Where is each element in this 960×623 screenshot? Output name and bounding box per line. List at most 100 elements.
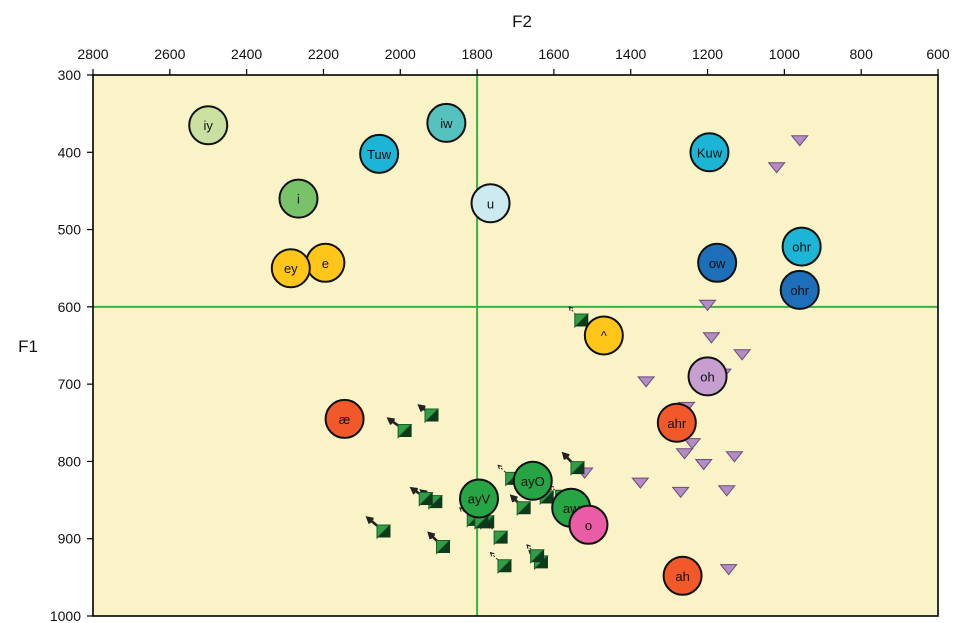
token-marker-green-shadow: [429, 495, 443, 509]
vowel-mean: ayV: [459, 478, 500, 519]
token-marker-green-shadow: [517, 501, 531, 515]
x-tick-label: 2000: [385, 46, 416, 62]
vowel-circle: [278, 178, 319, 219]
x-tick-label: 2800: [77, 46, 108, 62]
token-marker-purple: [631, 477, 650, 489]
token-marker-purple: [675, 448, 694, 460]
vowel-mean: iy: [188, 105, 229, 146]
token-marker-purple: [683, 438, 702, 450]
vowel-circle: [656, 402, 697, 443]
vowel-mean: ohr: [781, 226, 822, 267]
vowel-mean: oh: [687, 356, 728, 397]
vowel-mean: æ: [324, 398, 365, 439]
token-marker-purple: [698, 299, 717, 312]
x-tick-label: 2400: [231, 46, 262, 62]
vowel-label: ^: [601, 328, 608, 343]
token-arrowhead: [509, 494, 518, 503]
x-axis-title: F2: [512, 12, 532, 31]
token-marker-green: [424, 408, 440, 424]
token-marker-green: [570, 461, 586, 476]
x-tick-label: 800: [850, 46, 874, 62]
vowel-label: iy: [204, 118, 214, 133]
y-tick-label: 900: [58, 531, 82, 547]
token-marker-green-shadow: [437, 540, 451, 553]
token-marker-green-shadow: [535, 555, 548, 569]
vowel-circle: [779, 269, 820, 310]
vowel-label: e: [322, 256, 329, 271]
token-marker-purple: [719, 564, 738, 576]
vowel-mean: ohr: [779, 269, 820, 310]
vowel-label: oh: [700, 369, 714, 384]
x-tick-label: 1400: [615, 46, 646, 62]
token-arrowhead: [386, 417, 395, 425]
vowel-label: ohr: [792, 240, 811, 255]
vowel-label: u: [487, 196, 494, 211]
vowel-circle: [687, 356, 728, 397]
vowel-mean: o: [568, 504, 609, 545]
vowel-label: iw: [440, 116, 453, 131]
vowel-circle: [459, 478, 500, 519]
token-marker-green: [493, 530, 509, 546]
x-tick-label: 1000: [769, 46, 800, 62]
token-arrowhead: [497, 464, 503, 470]
y-tick-label: 1000: [50, 608, 81, 623]
vowel-circle: [324, 398, 365, 439]
token-marker-green-shadow: [541, 490, 554, 504]
token-arrowhead: [526, 544, 531, 549]
vowel-label: o: [585, 518, 592, 533]
token-marker-purple: [702, 332, 721, 344]
token-arrowhead: [427, 531, 436, 540]
vowel-circle: [697, 242, 738, 283]
plot-background: [93, 75, 938, 616]
x-tick-label: 1200: [692, 46, 723, 62]
token-marker-green: [516, 501, 532, 517]
token-marker-green-shadow: [571, 461, 585, 475]
token-arrowhead: [568, 306, 574, 311]
vowel-circle: [512, 460, 553, 501]
x-tick-label: 1800: [462, 46, 493, 62]
vowel-mean: u: [470, 183, 511, 224]
token-marker-green-shadow: [575, 313, 589, 327]
y-tick-label: 500: [58, 222, 82, 238]
token-marker-green-shadow: [494, 530, 508, 544]
token-marker-green: [436, 539, 451, 555]
vowel-mean: ahr: [656, 402, 697, 443]
token-marker-purple: [767, 162, 786, 174]
vowel-label: ayV: [468, 492, 491, 507]
y-tick-label: 800: [58, 453, 82, 469]
vowel-mean: ow: [697, 242, 738, 283]
vowel-mean: ah: [662, 555, 703, 596]
vowel-circle: [568, 504, 609, 545]
vowel-circle: [426, 102, 467, 143]
vowel-circle: [689, 132, 730, 173]
token-marker-green: [376, 524, 392, 540]
vowel-mean: e: [305, 242, 346, 283]
token-arrowhead: [561, 451, 570, 460]
token-marker-green-shadow: [377, 524, 391, 538]
x-tick-label: 600: [926, 46, 950, 62]
token-arrowhead: [365, 516, 374, 524]
vowel-label: ey: [284, 261, 298, 276]
token-marker-green: [418, 492, 434, 507]
vowel-mean: ^: [583, 315, 624, 356]
x-tick-label: 1600: [538, 46, 569, 62]
token-arrowhead: [487, 524, 493, 529]
y-tick-label: 300: [58, 67, 82, 83]
vowel-label: i: [297, 192, 300, 207]
vowel-circle: [781, 226, 822, 267]
token-marker-green-shadow: [420, 492, 433, 506]
vowel-circle: [188, 105, 229, 146]
token-marker-green-shadow: [531, 549, 545, 563]
x-axis-ticks: 2800 2600 2400 2200 2000 1800 1600 1400 1200 1000…: [77, 46, 950, 75]
vowel-circle: [470, 183, 511, 224]
vowel-mean: iw: [426, 102, 467, 143]
token-marker-purple: [671, 486, 690, 499]
vowel-label: Tuw: [367, 147, 392, 162]
vowel-mean: ey: [270, 248, 311, 289]
y-axis-title: F1: [18, 337, 38, 356]
token-marker-green: [397, 424, 413, 439]
vowel-label: ayO: [521, 474, 545, 489]
token-marker-purple: [637, 376, 656, 388]
vowel-circle: [270, 248, 311, 289]
